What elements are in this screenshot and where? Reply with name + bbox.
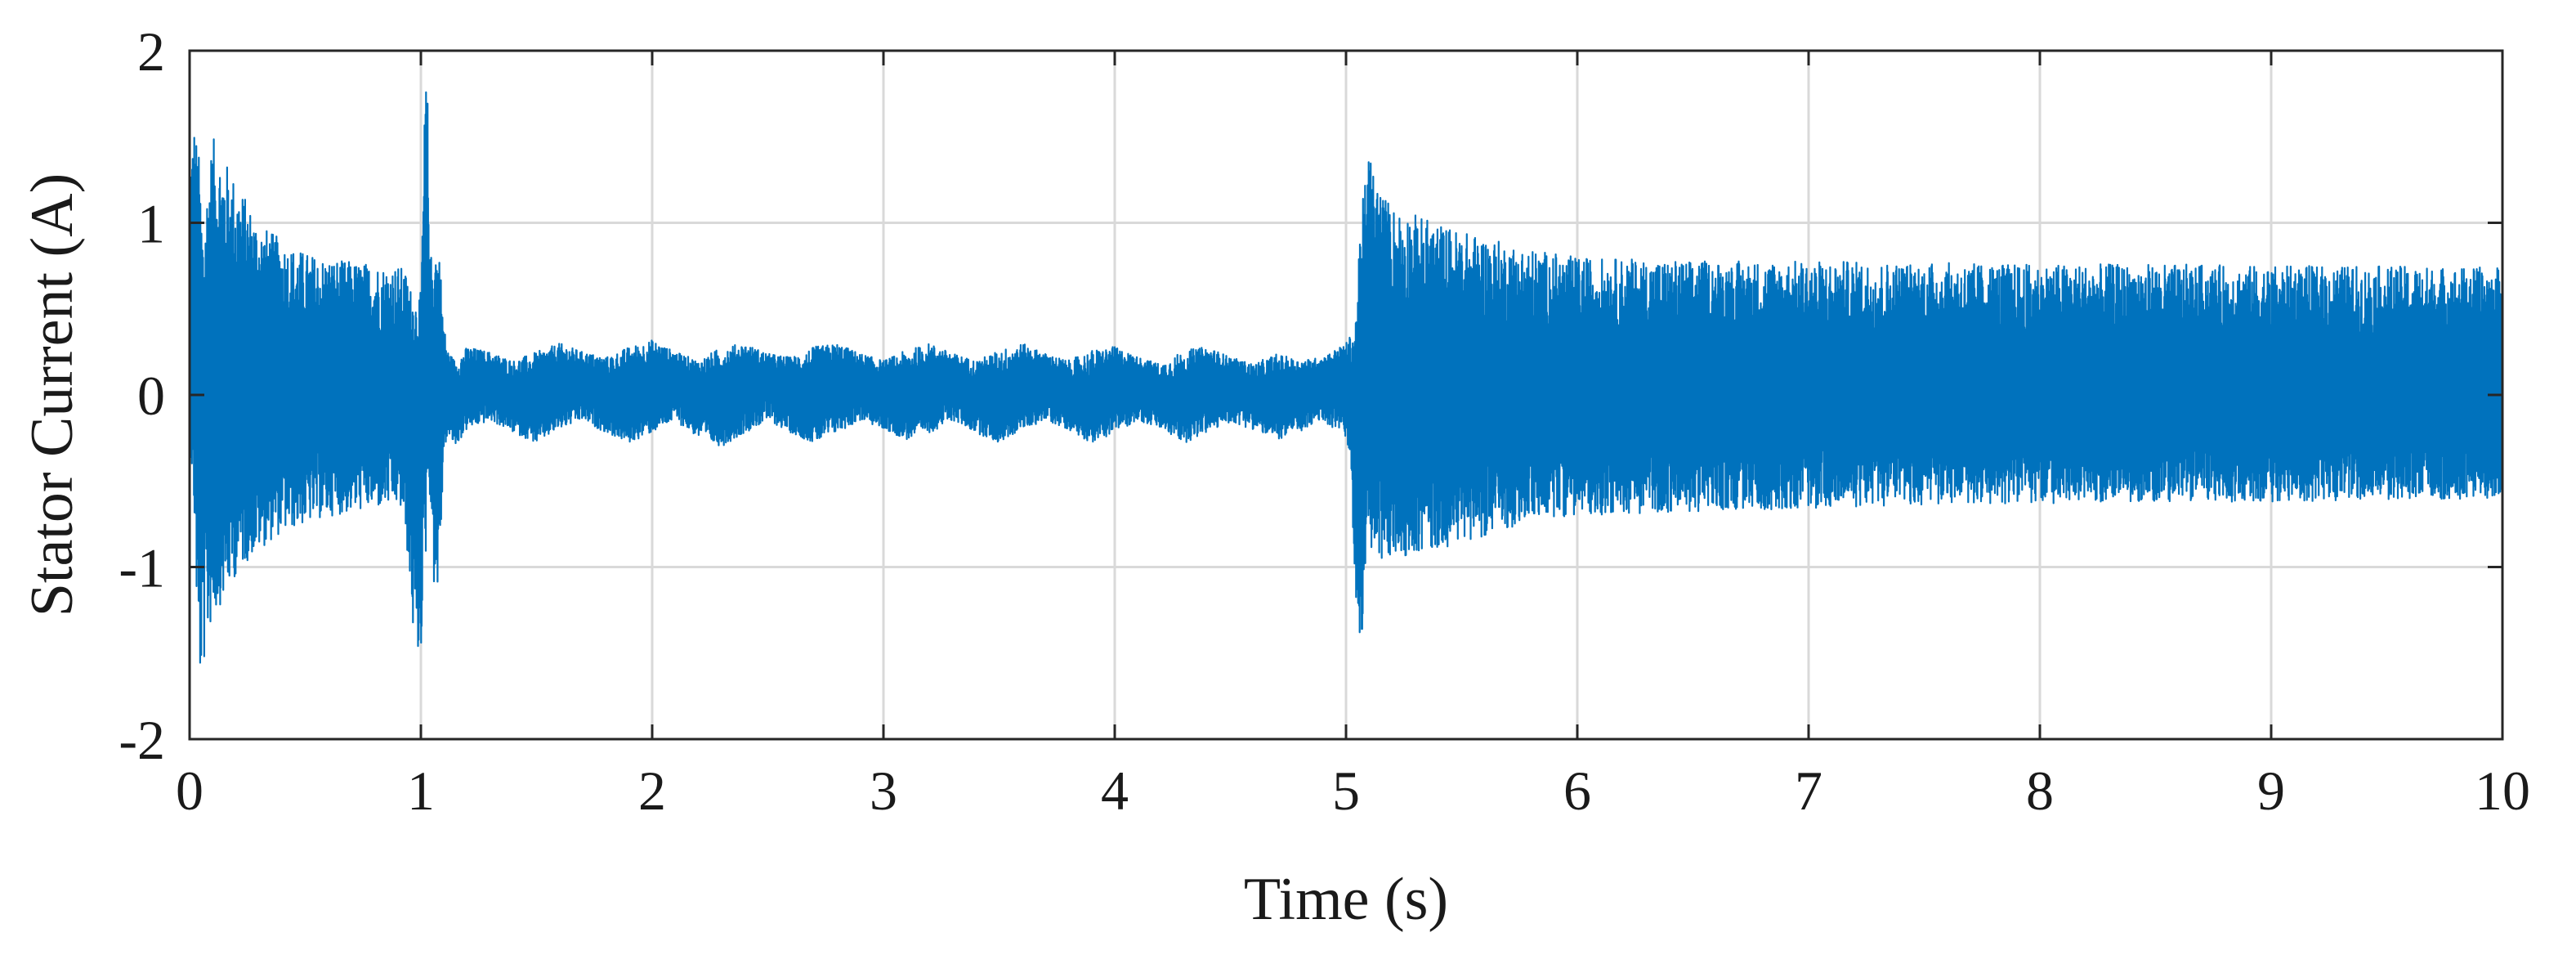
y-tick-label: 2 [137,20,165,83]
y-tick-labels: 2 1 0 -1 -2 [119,20,165,771]
x-tick-label: 0 [176,760,203,822]
x-tick-label: 1 [407,760,435,822]
stator-current-series [188,91,2504,664]
y-tick-label: 0 [137,365,165,427]
y-tick-label: -2 [119,709,165,771]
x-axis-label: Time (s) [1244,866,1448,933]
x-tick-label: 8 [2026,760,2054,822]
series-layer [188,91,2504,664]
x-tick-label: 6 [1563,760,1591,822]
x-tick-label: 7 [1795,760,1822,822]
x-tick-label: 5 [1332,760,1360,822]
x-tick-label: 2 [638,760,666,822]
x-tick-label: 3 [870,760,897,822]
x-tick-labels: 0 1 2 3 4 5 6 7 8 9 10 [176,760,2530,822]
y-tick-label: -1 [119,537,165,599]
tick-marks [188,49,2504,741]
y-tick-label: 1 [137,193,165,255]
x-tick-label: 10 [2475,760,2530,822]
x-tick-label: 9 [2257,760,2285,822]
x-tick-label: 4 [1101,760,1129,822]
y-axis-label: Stator Current (A) [19,173,86,617]
